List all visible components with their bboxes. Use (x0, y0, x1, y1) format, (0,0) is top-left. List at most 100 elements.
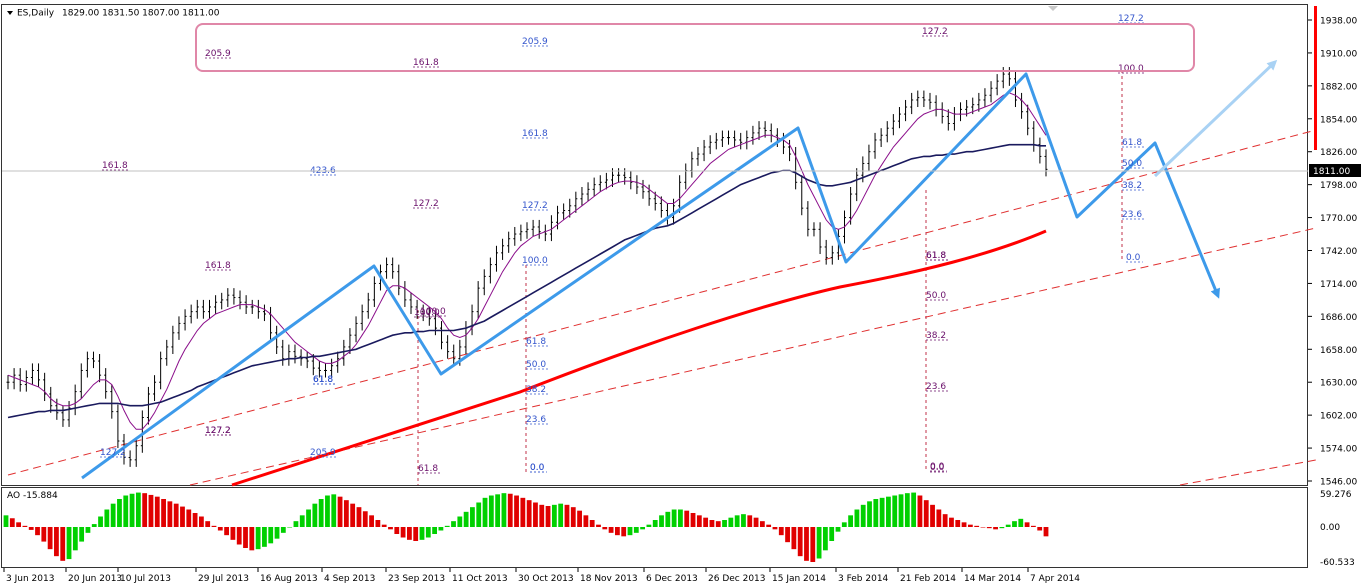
ao-bar (451, 521, 456, 527)
ao-bar (923, 500, 929, 527)
alt-projection-arrow[interactable] (1153, 59, 1278, 178)
trend-lines (7, 70, 1317, 486)
ao-bar (501, 493, 507, 527)
ao-bar (312, 503, 318, 527)
ao-bar (142, 493, 148, 527)
ao-bar (432, 527, 438, 534)
ao-bar (734, 515, 740, 527)
ao-bar (129, 493, 135, 527)
ao-bar (741, 514, 746, 527)
date-tick-label: 7 Apr 2014 (1030, 574, 1080, 584)
ao-bar (804, 527, 809, 561)
ao-bar (41, 527, 47, 542)
svg-text:61.8: 61.8 (313, 375, 333, 385)
ao-bar (91, 524, 97, 527)
ao-bar (728, 517, 734, 527)
fib-level-label: 61.8 (926, 251, 949, 261)
svg-text:161.8: 161.8 (102, 161, 128, 171)
ao-bar (255, 527, 261, 550)
fib-level-label: 127.2 (205, 426, 233, 436)
ao-bar (419, 527, 425, 540)
ao-bar (646, 524, 652, 527)
date-tick-label: 20 Jun 2013 (68, 574, 122, 584)
channel-line[interactable] (7, 129, 1317, 476)
ao-bar (192, 513, 198, 527)
price-tick-label: 1826.00 (1320, 148, 1357, 158)
svg-text:205.9: 205.9 (205, 49, 231, 59)
chart-header: ES,Daily 1829.00 1831.50 1807.00 1811.00 (7, 9, 220, 19)
channel-line[interactable] (1179, 459, 1317, 486)
ao-bar (558, 503, 564, 527)
fib-level-label: 161.8 (413, 58, 441, 68)
ao-bar (1043, 527, 1049, 537)
ao-bar (325, 495, 330, 527)
price-bars (6, 67, 1048, 467)
fib-level-label: 100.0 (414, 308, 442, 318)
ao-bar (759, 521, 765, 527)
ao-bar (886, 496, 891, 527)
chevron-down-icon[interactable] (7, 11, 13, 15)
ao-bar (1005, 524, 1011, 527)
svg-text:127.2: 127.2 (922, 27, 948, 37)
ao-bar (936, 509, 942, 527)
ao-bar (640, 527, 646, 530)
svg-text:23.6: 23.6 (526, 415, 546, 425)
indicator-frame (1, 487, 1308, 568)
fib-level-label: 0.0 (930, 462, 947, 472)
ao-bar (545, 506, 551, 527)
price-tick-label: 1546.00 (1320, 478, 1357, 488)
ao-bar (860, 504, 866, 527)
ao-bar (961, 522, 967, 527)
ao-bar (980, 527, 986, 528)
ao-bar (66, 527, 72, 560)
current-price-tag (1309, 164, 1361, 177)
fib-level-label: 205.9 (310, 448, 338, 458)
svg-text:50.0: 50.0 (926, 291, 946, 301)
fib-level-label: 61.8 (418, 464, 441, 474)
ao-bar (753, 517, 759, 527)
ao-bar (148, 494, 154, 527)
ma-fast-line[interactable] (7, 92, 1047, 430)
ao-bar (671, 509, 677, 527)
wave-path[interactable] (81, 72, 1220, 480)
ao-bar (9, 518, 15, 527)
ma-long-line[interactable] (231, 229, 1047, 487)
ao-bar (495, 494, 501, 527)
channel-line[interactable] (189, 227, 1317, 486)
date-tick-label: 29 Jul 2013 (198, 574, 249, 584)
ao-bar (829, 527, 835, 541)
svg-text:50.0: 50.0 (1122, 159, 1142, 169)
resistance-zone-box[interactable] (195, 23, 1195, 72)
ao-bar (268, 527, 274, 544)
ao-bar (949, 517, 954, 527)
fib-level-label: 127.2 (1118, 14, 1146, 24)
fib-level-label: 100.0 (1118, 64, 1146, 74)
ao-bar (488, 495, 494, 527)
ao-bar (892, 495, 898, 527)
ao-bar (993, 527, 998, 530)
ao-bar (400, 527, 406, 538)
ao-bar (810, 527, 816, 562)
ao-bar (1037, 527, 1043, 531)
price-tick-label: 1854.00 (1320, 115, 1357, 125)
ao-bar (596, 524, 601, 527)
ao-bar (413, 527, 419, 541)
svg-text:61.8: 61.8 (926, 251, 946, 261)
ao-bar (1024, 522, 1030, 527)
ao-bar (854, 509, 860, 527)
ao-bar (678, 509, 683, 527)
ao-bar (873, 499, 879, 527)
ao-bar (848, 515, 854, 527)
ma-slow-line[interactable] (7, 143, 1046, 419)
ao-bar (577, 510, 582, 527)
fib-level-label: 50.0 (1122, 159, 1145, 169)
fib-level-label: 127.2 (922, 27, 950, 37)
shift-marker-icon[interactable] (1048, 6, 1058, 11)
wave-pattern (81, 59, 1278, 480)
ao-bar (526, 500, 532, 527)
svg-text:0.0: 0.0 (1126, 253, 1141, 263)
fib-level-label: 61.8 (526, 337, 549, 347)
price-axis: 1938.00 1910.00 1882.00 1854.00 1826.00 1798.… (1308, 17, 1357, 488)
